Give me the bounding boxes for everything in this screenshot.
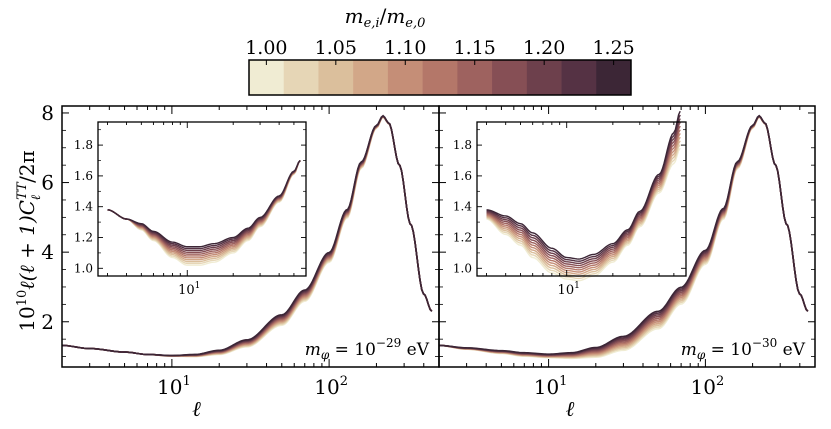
colorbar-frame [248,59,632,96]
inset: 1.0 1.2 1.4 1.6 1.8 101 [74,121,307,298]
y-tick-label: 8 [41,101,54,125]
inset-y-tick-label: 1.4 [74,200,93,214]
series-line [438,114,809,355]
x-tick-label-base: 10 [691,375,716,399]
colorbar-swatch [249,60,285,95]
colorbar-tick-labels: 1.00 1.05 1.10 1.15 1.20 1.25 [245,37,635,59]
x-tick-label-exp: 1 [182,374,190,389]
inset-frame [97,121,307,277]
colorbar-swatch [283,60,319,95]
inset-series-line [486,110,681,260]
colorbar-tick-label: 1.10 [384,37,426,59]
series-line [61,114,433,357]
x-tick-label: 101 [157,374,191,399]
annotation-unit: eV [401,340,429,360]
colorbar-swatch [492,60,528,95]
x-tick-label-base: 10 [534,375,559,399]
x-tick-label-exp: 1 [559,374,567,389]
annotation-eq: = 10 [705,340,752,360]
colorbar-tick-label: 1.05 [315,37,357,59]
annotation-lhs: m [681,340,697,360]
x-tick-label-base: 10 [314,375,339,399]
x-tick-label-base: 10 [157,375,182,399]
colorbar-tick-label: 1.25 [592,37,634,59]
colorbar-tick-label: 1.15 [454,37,496,59]
inset-y-tick-label: 1.2 [453,231,472,245]
y-tick-label: 6 [41,171,54,195]
colorbar-swatch [526,60,562,95]
colorbar-swatch [457,60,493,95]
x-ticks: 101 102 [61,106,440,399]
inset-x-tick-base: 10 [558,283,575,298]
inset-y-tick-label: 1.2 [74,231,93,245]
colorbar-tick-label: 1.20 [523,37,565,59]
inset-y-tick-label: 1.8 [74,138,93,152]
x-tick-label: 102 [314,374,348,399]
mass-annotation: mφ = 10−30 eV [681,336,806,362]
inset-x-tick-label: 101 [558,281,580,298]
inset-y-tick-label: 1.6 [453,169,472,183]
x-axis-label: ℓ [192,397,201,421]
y-ticks [439,112,815,357]
colorbar-swatch [596,60,632,95]
colorbar-label: me,i/me,0 [345,4,426,31]
y-axis-label: 1010ℓ(ℓ + 1)CTTℓ/2π [15,150,44,331]
annotation-exp: −29 [376,336,401,350]
inset: 1.0 1.2 1.4 1.6 1.8 101 [453,110,687,298]
curves [61,114,433,358]
inset-x-tick-exp: 1 [574,281,580,291]
inset-y-tick-label: 1.0 [453,261,472,275]
x-tick-label: 101 [534,374,568,399]
colorbar-swatch [318,60,354,95]
x-tick-label-exp: 2 [716,374,724,389]
inset-y-tick-label: 1.4 [453,200,472,214]
y-tick-label: 2 [41,310,54,334]
y-tick-label: 4 [41,240,54,264]
annotation-lhs: m [305,340,321,360]
inset-x-tick-label: 101 [178,281,200,298]
x-tick-label: 102 [691,374,725,399]
inset-curves [486,110,681,282]
curves [438,114,809,360]
inset-curves [107,160,301,266]
inset-y-tick-label: 1.0 [74,261,93,275]
colorbar-swatch [422,60,458,95]
annotation-eq: = 10 [329,340,376,360]
annotation-sub: φ [321,348,330,362]
inset-x-tick-exp: 1 [195,281,201,291]
colorbar-swatch [561,60,597,95]
inset-x-tick-base: 10 [178,283,195,298]
x-ticks: 101 102 [438,106,816,399]
x-axis-label: ℓ [566,397,575,421]
inset-y-tick-label: 1.8 [453,138,472,152]
x-tick-label-exp: 2 [340,374,348,389]
colorbar [248,59,632,96]
axes-frame [438,105,816,368]
annotation-unit: eV [777,340,805,360]
inset-background [477,122,686,276]
mass-annotation: mφ = 10−29 eV [305,336,430,362]
annotation-sub: φ [697,348,706,362]
inset-frame [476,121,687,277]
annotation-exp: −30 [752,336,777,350]
inset-series-line [107,160,301,248]
colorbar-swatch [387,60,424,95]
y-ticks: 2 4 6 8 [41,101,439,357]
colorbar-tick-label: 1.00 [245,37,287,59]
inset-y-tick-label: 1.6 [74,169,93,183]
colorbar-swatch [353,60,389,95]
